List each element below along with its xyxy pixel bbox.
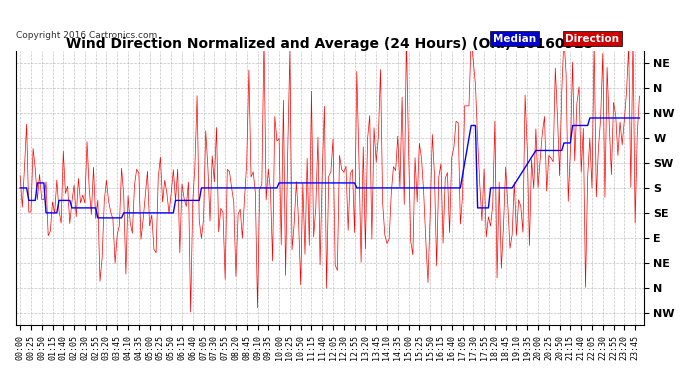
Text: Direction: Direction bbox=[565, 34, 620, 44]
Text: Median: Median bbox=[493, 34, 536, 44]
Text: Copyright 2016 Cartronics.com: Copyright 2016 Cartronics.com bbox=[16, 30, 157, 39]
Title: Wind Direction Normalized and Average (24 Hours) (Old) 20160925: Wind Direction Normalized and Average (2… bbox=[66, 36, 593, 51]
